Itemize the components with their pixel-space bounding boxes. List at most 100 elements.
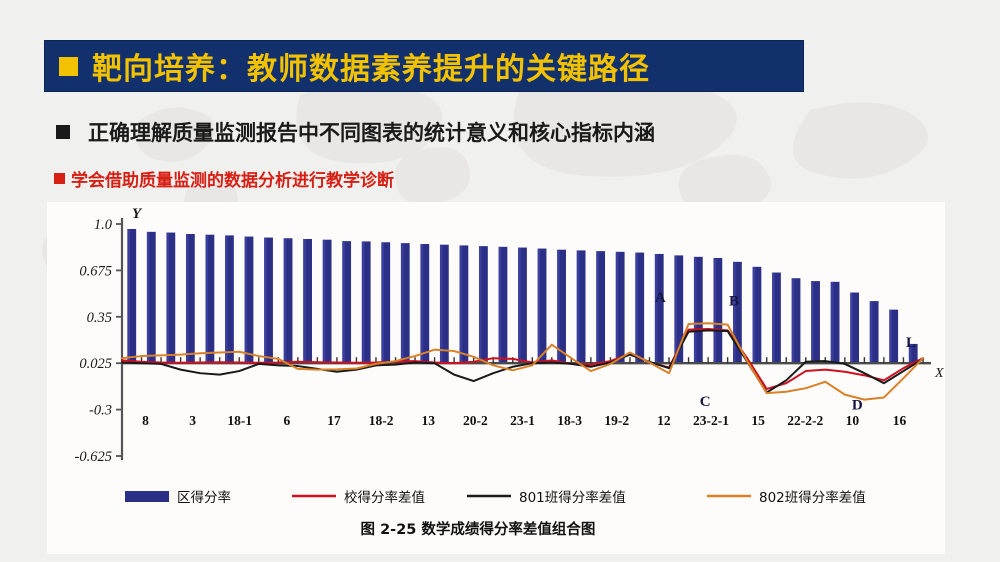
bar-highlight [693,256,697,364]
bar [596,251,606,364]
x-tick-label: 18-1 [227,413,252,428]
bar-highlight [342,241,345,364]
y-tick-label: 0.675 [79,263,112,279]
bar-highlight [322,239,326,364]
bar [420,243,430,364]
bar-highlight [791,278,795,364]
bar [674,255,684,364]
x-tick-label: 16 [893,413,907,428]
bar [576,250,586,364]
bar [733,261,742,364]
bar-highlight [244,236,248,364]
bar-highlight [127,228,131,364]
bar [283,238,293,364]
x-tick-label: 18-3 [557,413,582,428]
bar [185,233,195,364]
subtitle-line-2: 学会借助质量监测的数据分析进行教学诊断 [54,166,394,191]
bar [693,256,703,364]
chart-panel: 1.0 0.675 0.35 0.025 -0.3 -0.625 Y X A B C D L 8 3 18-1… [47,202,945,554]
bar [518,247,527,364]
bar [791,278,801,364]
bar [303,238,312,364]
annotation-label: L [906,335,916,351]
bar-highlight [381,242,384,364]
bar-highlight [772,272,775,364]
bar [166,232,176,364]
bar-highlight [400,243,404,364]
bar-highlight [635,252,638,364]
bar-highlight [439,244,443,364]
bar [439,244,449,364]
page-title: 靶向培养：教师数据素养提升的关键路径 [92,52,650,87]
bar [361,241,371,364]
x-tick-label: 15 [751,413,765,428]
bar-highlight [811,281,814,364]
bar-highlight [733,261,736,364]
bar-highlight [205,234,209,364]
bar [244,236,254,364]
legend-swatch [125,491,169,502]
bar-highlight [146,231,150,364]
annotation-label: B [729,293,739,309]
bar-highlight [830,281,834,364]
bar-highlight [557,249,560,364]
bar [850,292,860,364]
x-tick-label: 20-2 [463,413,488,428]
bar [400,243,410,364]
bar [322,239,332,364]
annotation-label: C [700,394,711,410]
bar [811,281,820,364]
x-tick-label: 23-2-1 [693,413,729,428]
bar-highlight [889,309,892,364]
bar-highlight [479,246,482,364]
bar [889,309,899,364]
bar-highlight [459,245,463,364]
subtitle-line-1: 正确理解质量监测报告中不同图表的统计意义和核心指标内涵 [56,117,655,147]
bar [537,248,547,364]
bar [146,231,156,364]
bar-highlight [420,243,424,364]
bar-highlight [166,232,170,364]
annotation-label: A [655,290,666,306]
bar-highlight [674,255,678,364]
subtitle-text-2: 学会借助质量监测的数据分析进行教学诊断 [71,171,394,191]
bar [557,249,566,364]
slide-title-bar: 靶向培养：教师数据素养提升的关键路径 [44,40,804,92]
bar-highlight [518,247,521,364]
annotation-label: D [852,398,863,414]
title-bullet-icon [59,56,78,76]
bar [869,301,879,364]
combo-chart: 1.0 0.675 0.35 0.025 -0.3 -0.625 Y X A B C D L 8 3 18-1… [75,206,944,538]
x-tick-label: 18-2 [369,413,394,428]
bar-highlight [869,301,873,364]
bar [908,343,918,364]
bar-highlight [752,266,756,364]
bar-highlight [576,250,580,364]
bar [205,234,215,364]
x-tick-label: 6 [284,413,291,428]
bar [752,266,762,364]
line-series [121,329,924,394]
y-tick-label: 0.35 [87,310,112,326]
legend-label: 802班得分率差值 [759,489,866,506]
y-axis-label: Y [132,206,143,222]
subtitle-text-1: 正确理解质量监测报告中不同图表的统计意义和核心指标内涵 [88,121,655,145]
bar [615,251,625,364]
legend-label: 校得分率差值 [344,489,425,506]
bar [342,241,352,364]
bar [127,228,137,364]
bar [479,246,488,364]
bar-highlight [908,343,912,364]
bar-highlight [654,253,658,364]
square-bullet-icon-red [54,173,65,184]
x-tick-label: 17 [327,413,341,428]
bar [498,246,508,364]
bar-highlight [225,235,228,364]
bar-highlight [713,257,717,364]
y-tick-label: -0.3 [89,403,112,419]
bar-highlight [537,248,541,364]
bar [264,237,273,364]
y-tick-label: 0.025 [79,356,112,372]
legend-label: 801班得分率差值 [519,489,626,506]
bar [830,281,840,364]
